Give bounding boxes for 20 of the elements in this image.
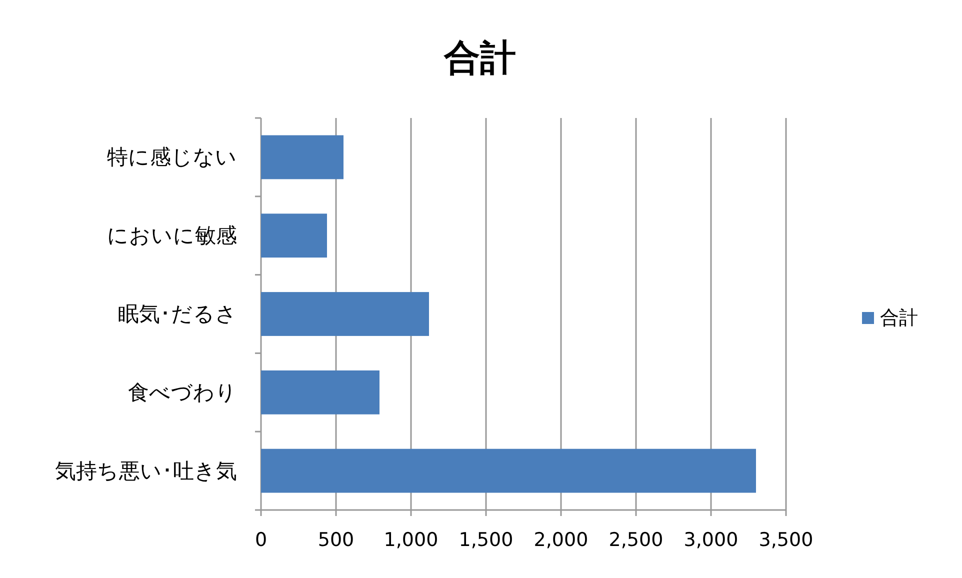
x-tick-label: 3,500: [758, 529, 814, 551]
x-tick-label: 500: [318, 529, 354, 551]
bar: [261, 135, 344, 180]
y-tick-label: 食べづわり: [128, 380, 237, 404]
chart-title: 合計: [443, 38, 516, 79]
bar: [261, 292, 429, 336]
x-tick-label: 1,500: [458, 529, 514, 551]
bar: [261, 448, 756, 493]
x-tick-label: 3,000: [684, 529, 738, 551]
y-tick-label: 特に感じない: [107, 145, 237, 170]
x-tick-label: 1,000: [384, 529, 438, 551]
y-tick-label: 眠気･だるさ: [118, 302, 237, 326]
x-tick-label: 2,000: [534, 529, 588, 551]
y-tick-label: 気持ち悪い･吐き気: [55, 458, 237, 483]
bar: [261, 214, 327, 258]
legend-label: 合計: [880, 307, 918, 329]
x-tick-label: 0: [254, 529, 268, 551]
y-tick-label: においに敏感: [107, 224, 237, 248]
x-tick-label: 2,500: [608, 529, 664, 551]
bar: [261, 370, 380, 414]
